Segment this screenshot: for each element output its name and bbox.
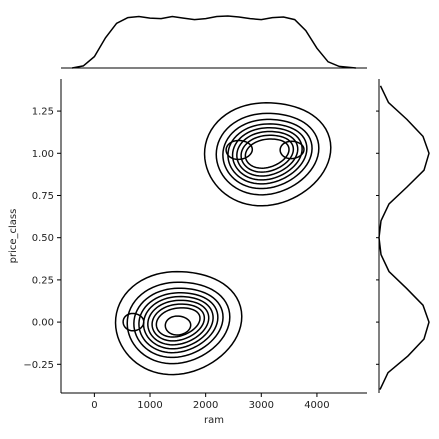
x-tick-label: 1000: [137, 400, 162, 411]
kde-contour: [203, 102, 332, 207]
main-plot-axes: 0 1000 2000 3000 4000 −0.25 0.00 0.25 0.50 0.75 1.…: [23, 79, 367, 411]
kde-contour: [222, 118, 313, 190]
x-tick-label: 2000: [193, 400, 218, 411]
kde-contour: [114, 270, 243, 376]
x-marginal-curve: [71, 15, 356, 69]
kde-peak-contour: [225, 139, 254, 161]
y-marginal-curve: [378, 85, 430, 390]
y-tick-label: 1.25: [32, 107, 54, 118]
x-axis-label: ram: [204, 415, 224, 426]
kde-contour: [133, 287, 224, 359]
y-tick-label: −0.25: [23, 360, 54, 371]
kde-contour: [215, 112, 320, 196]
kde-contour: [151, 303, 206, 342]
kde-contour: [126, 281, 231, 365]
y-tick-label: 0.00: [32, 318, 54, 329]
x-tick-label: 0: [91, 400, 97, 411]
y-tick-label: 0.75: [32, 191, 54, 202]
y-tick-label: 1.00: [32, 149, 54, 160]
y-tick-label: 0.25: [32, 275, 54, 286]
kde-contours: [114, 102, 332, 376]
kde-peak-contour: [279, 140, 305, 160]
y-tick-label: 0.50: [32, 233, 54, 244]
kde-contour: [147, 299, 210, 346]
kde-peak-contour: [164, 315, 192, 336]
kde-contour: [244, 138, 290, 169]
kde-peak-contour: [122, 312, 145, 332]
y-marginal-kde: [376, 79, 430, 393]
x-tick-label: 4000: [304, 400, 329, 411]
kde-contour: [227, 123, 308, 185]
kde-contour: [231, 126, 303, 181]
kde-contour: [138, 291, 219, 354]
kde-contour: [155, 307, 201, 338]
kde-contour: [142, 295, 214, 350]
x-tick-label: 3000: [249, 400, 274, 411]
kde-contour: [236, 130, 299, 177]
y-axis-label: price_class: [8, 209, 19, 264]
x-marginal-kde: [61, 15, 367, 69]
kde-contour: [240, 134, 295, 173]
